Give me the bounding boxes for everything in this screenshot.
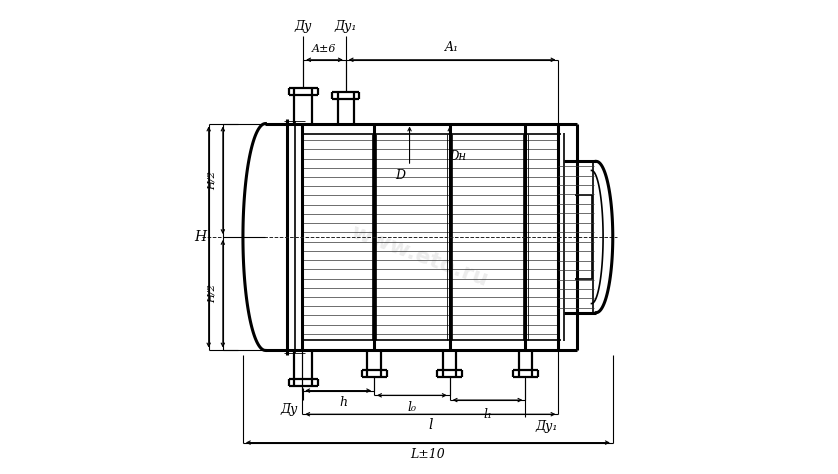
Text: h: h bbox=[339, 396, 347, 409]
Text: H/2: H/2 bbox=[208, 171, 217, 190]
Text: Ду₁: Ду₁ bbox=[535, 419, 558, 433]
Text: H: H bbox=[194, 230, 206, 244]
Text: Ду₁: Ду₁ bbox=[334, 20, 357, 33]
Text: www.eto.ru: www.eto.ru bbox=[348, 222, 490, 290]
Text: Dн: Dн bbox=[450, 150, 467, 163]
Text: H/2: H/2 bbox=[208, 284, 217, 303]
Text: A₁: A₁ bbox=[445, 41, 459, 55]
Text: A±6: A±6 bbox=[313, 45, 337, 55]
Text: L±10: L±10 bbox=[411, 448, 445, 461]
Text: Ду: Ду bbox=[294, 20, 312, 33]
Text: l₁: l₁ bbox=[483, 408, 492, 421]
Text: D: D bbox=[395, 169, 405, 182]
Text: Ду: Ду bbox=[281, 403, 297, 416]
Text: l: l bbox=[428, 418, 432, 432]
Text: l₀: l₀ bbox=[407, 401, 416, 414]
